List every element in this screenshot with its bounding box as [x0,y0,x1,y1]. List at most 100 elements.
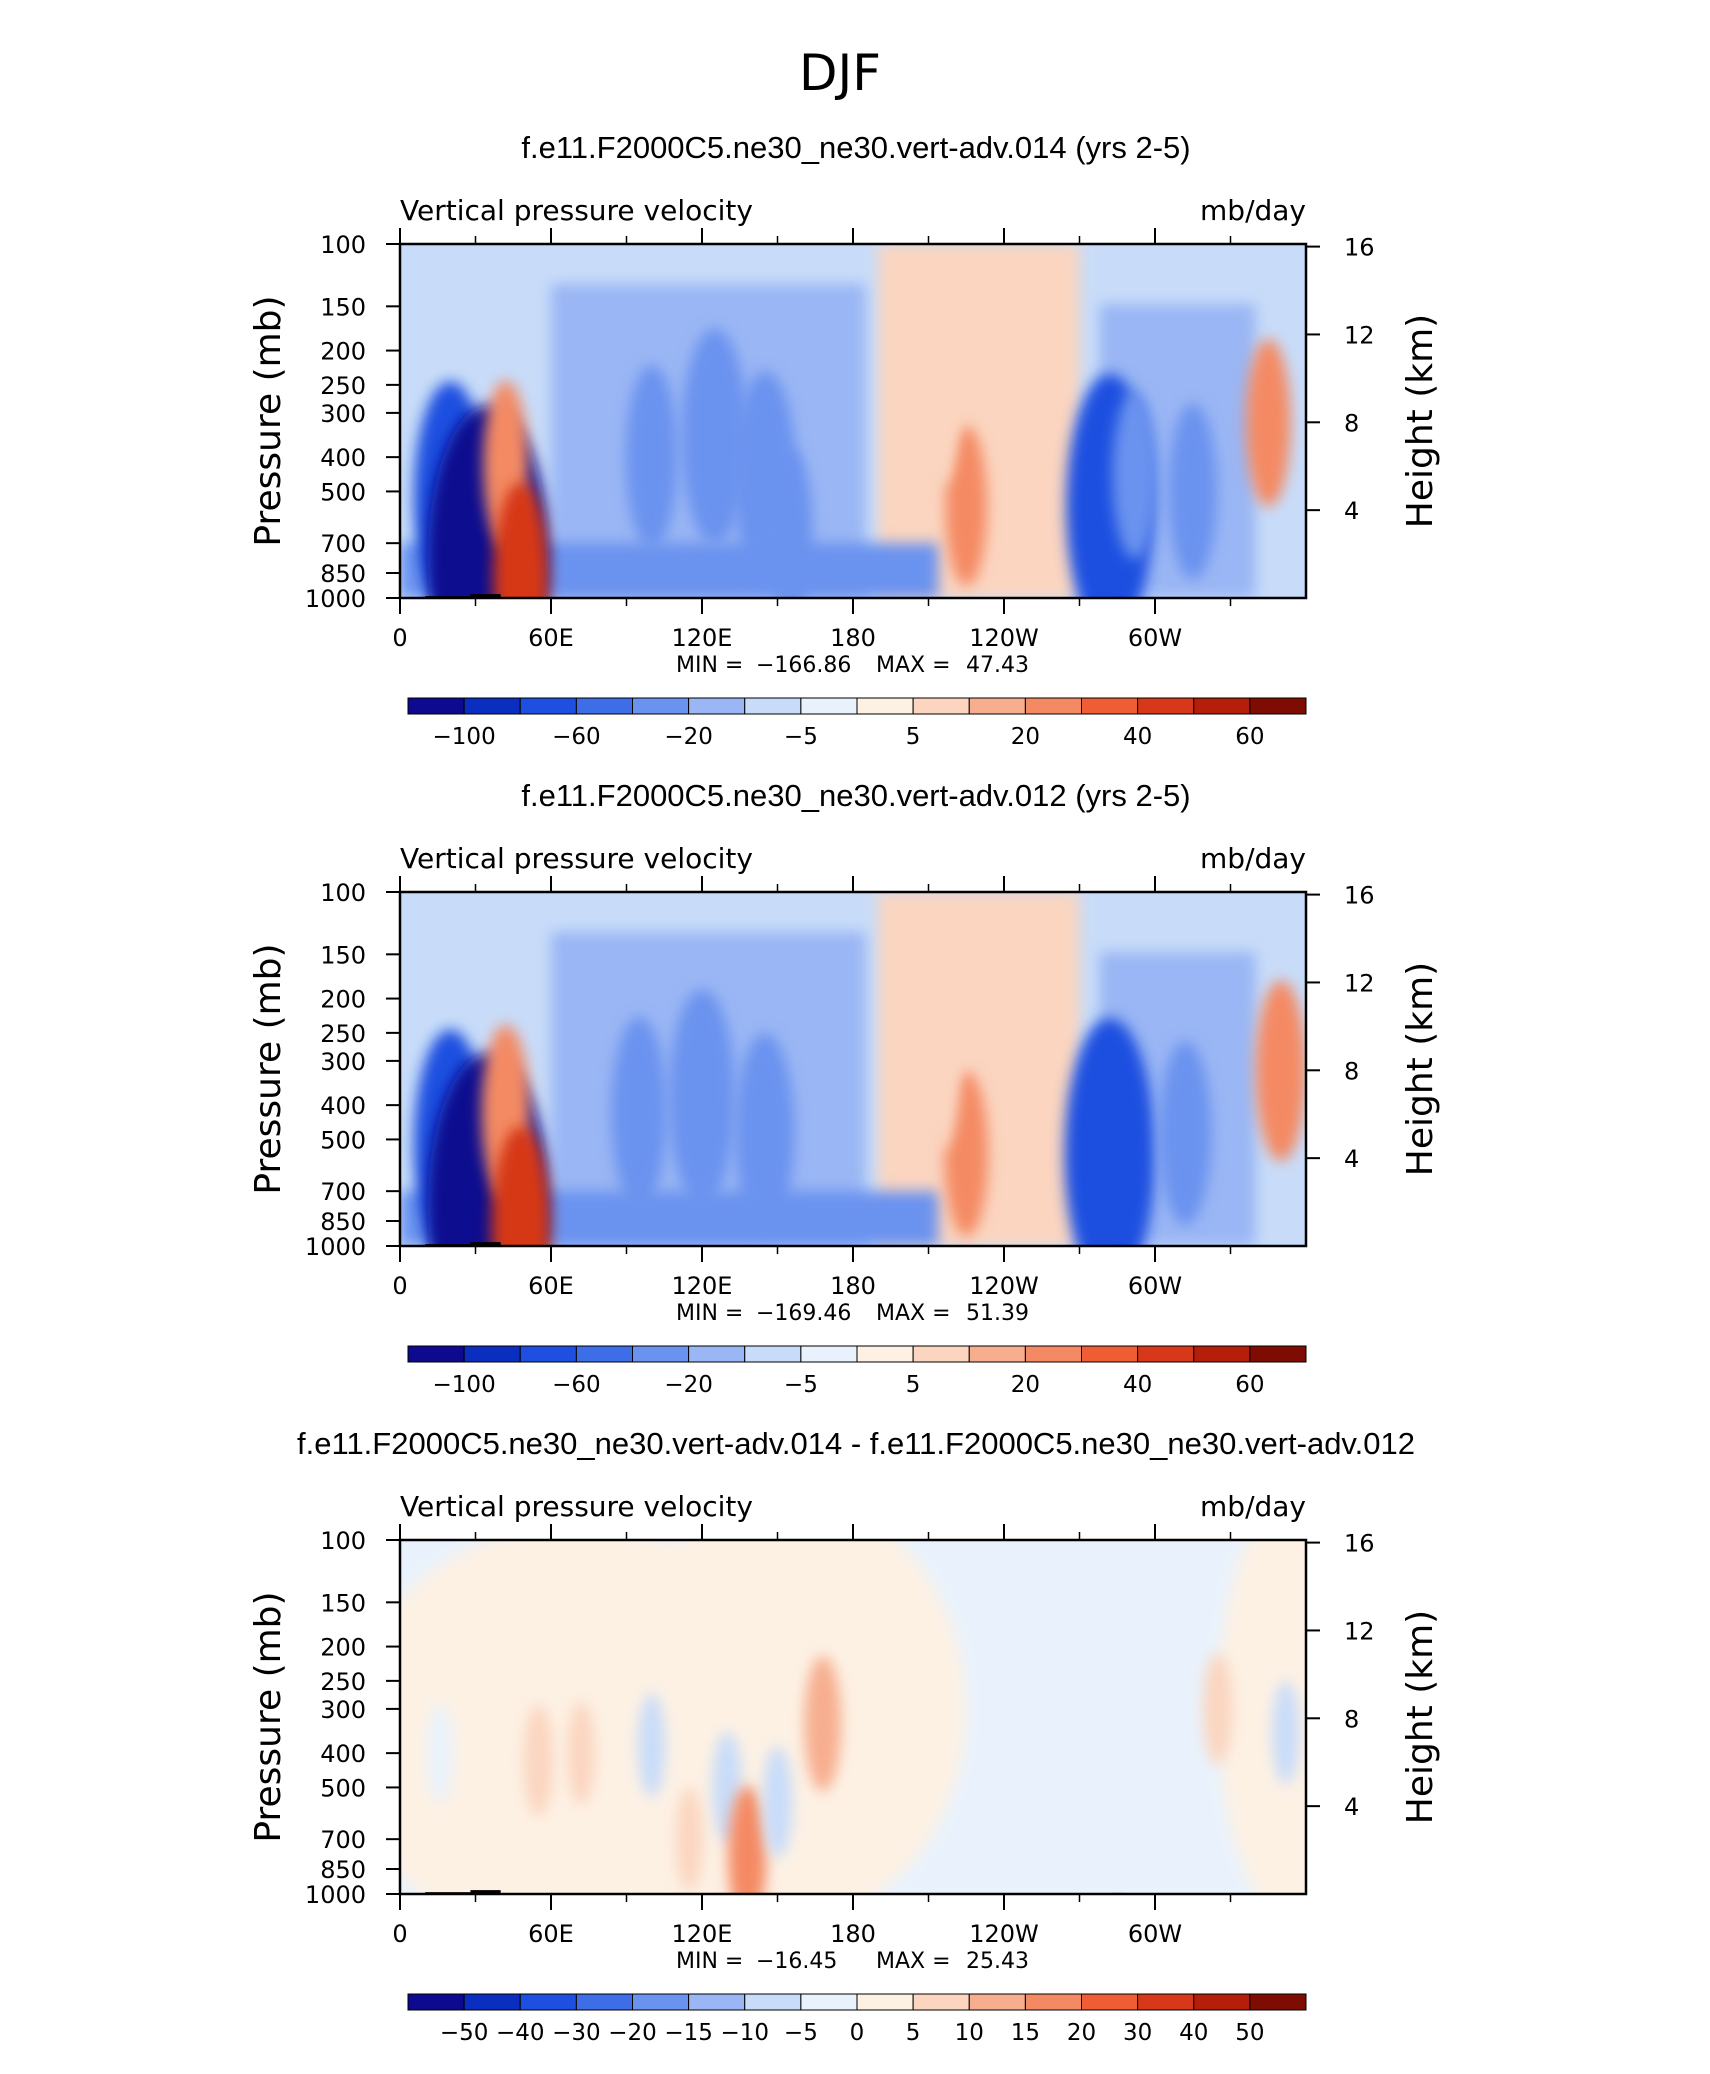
contour-feature [681,328,748,545]
colorbar-label: −5 [784,724,818,750]
y-axis-title: Pressure (mb) [248,1591,289,1842]
colorbar-box [575,697,633,715]
colorbar-box [800,697,858,715]
pressure-tick-label: 500 [320,478,366,506]
colorbar-box [519,697,577,715]
colorbar-box [463,697,521,715]
colorbar-box [1249,697,1307,715]
colorbar-box [632,1345,690,1363]
colorbar-label: −10 [720,2020,769,2046]
longitude-tick-label: 120E [672,624,733,652]
colorbar-box [1137,1993,1195,2011]
colorbar-box [632,697,690,715]
colorbar-box [1081,1993,1139,2011]
contour-feature [945,426,987,587]
pressure-tick-label: 700 [320,530,366,558]
field-region [613,1540,967,1894]
colorbar-box [519,1345,577,1363]
height-tick-label: 16 [1344,234,1375,262]
contour-feature [625,365,678,550]
contour-feature [493,482,549,598]
contour-feature [427,1703,454,1804]
colorbar-box [744,697,802,715]
contour-feature [1203,1652,1233,1765]
colorbar-label: 20 [1011,1372,1040,1398]
pressure-tick-label: 400 [320,1092,366,1120]
stats-max-label: MAX = [876,653,951,678]
contour-feature [611,1016,667,1209]
colorbar-box [856,1345,914,1363]
contour-feature [1245,338,1291,507]
variable-label: Vertical pressure velocity [400,1490,753,1523]
pressure-tick-label: 700 [320,1826,366,1854]
colorbar-box [1081,1345,1139,1363]
colorbar-label: −40 [496,2020,545,2046]
colorbar-box [632,1993,690,2011]
contour-feature [567,1701,595,1806]
panel-title: f.e11.F2000C5.ne30_ne30.vert-adv.014 - f… [297,1426,1415,1461]
topography [470,1890,501,1894]
pressure-tick-label: 200 [320,1634,366,1662]
colorbar-label: 20 [1011,724,1040,750]
contour-field [400,892,1306,1246]
colorbar-label: −60 [552,1372,601,1398]
pressure-tick-label: 250 [320,372,366,400]
pressure-tick-label: 300 [320,400,366,428]
figure-title: DJF [799,44,881,102]
colorbar-box [575,1345,633,1363]
colorbar-label: −20 [608,2020,657,2046]
colorbar-label: −100 [433,724,496,750]
colorbar-label: 5 [906,2020,921,2046]
height-tick-label: 12 [1344,1617,1375,1645]
stats-min-value: −169.46 [756,1301,851,1326]
stats-min-value: −166.86 [756,653,851,678]
contour-feature [675,1787,704,1892]
variable-label: Vertical pressure velocity [400,194,753,227]
pressure-tick-label: 100 [320,879,366,907]
topography [470,1242,501,1246]
colorbar-box [1193,1993,1251,2011]
colorbar-box [1137,1345,1195,1363]
stats-min-value: −16.45 [756,1949,837,1974]
longitude-tick-label: 0 [392,1272,407,1300]
colorbar-box [1024,1345,1082,1363]
colorbar-label: 30 [1123,2020,1152,2046]
longitude-tick-label: 60E [528,1920,574,1948]
y-axis-title-right: Height (km) [1400,962,1441,1176]
contour-feature [638,1693,666,1798]
y-axis-title: Pressure (mb) [248,295,289,546]
contour-feature [491,1126,551,1246]
topography [470,594,501,598]
colorbar-box [968,1345,1026,1363]
colorbar-label: −20 [664,1372,713,1398]
colorbar-box [968,1993,1026,2011]
colorbar-box [463,1345,521,1363]
colorbar-box [1249,1345,1307,1363]
height-tick-label: 8 [1344,1057,1359,1085]
colorbar-label: 0 [850,2020,865,2046]
chart-panel: f.e11.F2000C5.ne30_ne30.vert-adv.014 - f… [248,1426,1441,2046]
pressure-tick-label: 700 [320,1178,366,1206]
colorbar-box [856,1993,914,2011]
longitude-tick-label: 60W [1128,1272,1182,1300]
contour-feature [767,447,813,598]
chart-panel: f.e11.F2000C5.ne30_ne30.vert-adv.014 (yr… [248,130,1441,750]
stats-min-label: MIN = [676,1949,743,1974]
longitude-tick-label: 180 [830,1920,876,1948]
colorbar-label: 40 [1123,1372,1152,1398]
contour-field [400,1540,1306,1894]
longitude-tick-label: 120E [672,1272,733,1300]
height-tick-label: 4 [1344,497,1359,525]
height-tick-label: 8 [1344,1705,1359,1733]
colorbar-box [744,1345,802,1363]
y-axis-title-right: Height (km) [1400,314,1441,528]
stats-max-value: 47.43 [966,653,1029,678]
contour-feature [804,1655,842,1792]
pressure-tick-label: 300 [320,1696,366,1724]
pressure-tick-label: 300 [320,1048,366,1076]
colorbar-box [800,1345,858,1363]
longitude-tick-label: 60E [528,624,574,652]
height-tick-label: 8 [1344,409,1359,437]
colorbar-label: −30 [552,2020,601,2046]
